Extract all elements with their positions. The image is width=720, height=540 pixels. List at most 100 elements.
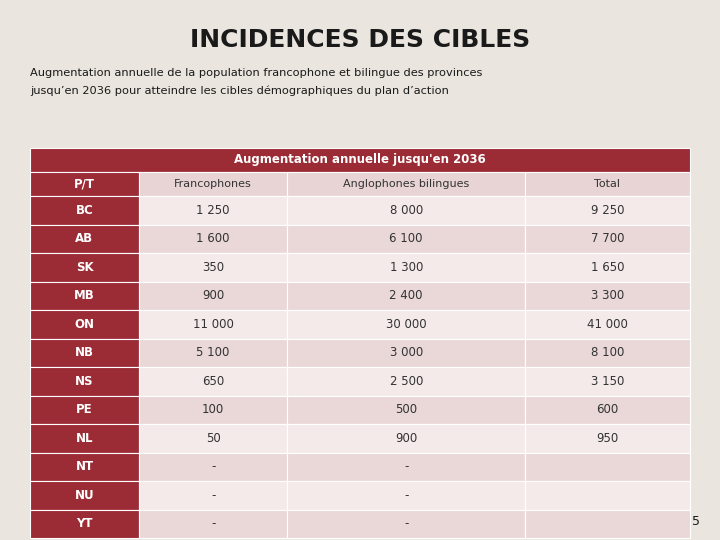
Bar xyxy=(139,481,287,510)
Bar xyxy=(139,339,287,367)
Bar xyxy=(525,339,690,367)
Bar xyxy=(139,424,287,453)
Bar xyxy=(287,172,525,196)
Bar xyxy=(139,253,287,281)
Text: 350: 350 xyxy=(202,261,224,274)
Text: AB: AB xyxy=(76,232,94,245)
Bar xyxy=(139,310,287,339)
Bar xyxy=(139,453,287,481)
Text: 3 300: 3 300 xyxy=(591,289,624,302)
Bar xyxy=(30,310,139,339)
Bar xyxy=(30,424,139,453)
Text: 5: 5 xyxy=(692,515,700,528)
Bar xyxy=(287,339,525,367)
Text: 500: 500 xyxy=(395,403,418,416)
Text: 1 650: 1 650 xyxy=(590,261,624,274)
Bar xyxy=(30,339,139,367)
Text: MB: MB xyxy=(74,289,95,302)
Text: -: - xyxy=(211,489,215,502)
Bar xyxy=(287,281,525,310)
Bar xyxy=(30,253,139,281)
Bar xyxy=(139,225,287,253)
Bar xyxy=(30,481,139,510)
Text: 7 700: 7 700 xyxy=(590,232,624,245)
Bar xyxy=(287,510,525,538)
Bar xyxy=(525,481,690,510)
Bar xyxy=(30,196,139,225)
Bar xyxy=(139,395,287,424)
Text: NT: NT xyxy=(76,460,94,473)
Bar xyxy=(139,196,287,225)
Bar xyxy=(525,510,690,538)
Text: NB: NB xyxy=(75,346,94,359)
Bar xyxy=(525,172,690,196)
Text: 100: 100 xyxy=(202,403,224,416)
Text: NU: NU xyxy=(75,489,94,502)
Bar xyxy=(525,310,690,339)
Text: P/T: P/T xyxy=(74,178,95,191)
Text: jusqu’en 2036 pour atteindre les cibles démographiques du plan d’action: jusqu’en 2036 pour atteindre les cibles … xyxy=(30,86,449,97)
Bar xyxy=(287,310,525,339)
Bar xyxy=(287,253,525,281)
Text: 650: 650 xyxy=(202,375,224,388)
Bar xyxy=(139,172,287,196)
Text: 11 000: 11 000 xyxy=(193,318,233,330)
Text: -: - xyxy=(211,460,215,473)
Text: Augmentation annuelle jusqu'en 2036: Augmentation annuelle jusqu'en 2036 xyxy=(234,153,486,166)
Text: 9 250: 9 250 xyxy=(590,204,624,217)
Text: -: - xyxy=(404,517,408,530)
Bar xyxy=(30,510,139,538)
Text: 5 100: 5 100 xyxy=(197,346,230,359)
Text: NL: NL xyxy=(76,432,93,445)
Text: SK: SK xyxy=(76,261,94,274)
Bar xyxy=(525,253,690,281)
Bar xyxy=(139,281,287,310)
Bar xyxy=(525,196,690,225)
Bar xyxy=(287,196,525,225)
Bar xyxy=(287,225,525,253)
Text: INCIDENCES DES CIBLES: INCIDENCES DES CIBLES xyxy=(190,28,530,52)
Text: 6 100: 6 100 xyxy=(390,232,423,245)
Bar xyxy=(30,395,139,424)
Text: -: - xyxy=(404,489,408,502)
Text: 1 300: 1 300 xyxy=(390,261,423,274)
Text: 8 000: 8 000 xyxy=(390,204,423,217)
Text: Augmentation annuelle de la population francophone et bilingue des provinces: Augmentation annuelle de la population f… xyxy=(30,68,482,78)
Text: 50: 50 xyxy=(206,432,220,445)
Text: 950: 950 xyxy=(596,432,618,445)
Bar xyxy=(525,281,690,310)
Bar xyxy=(525,424,690,453)
Text: 1 600: 1 600 xyxy=(197,232,230,245)
Bar xyxy=(287,395,525,424)
Text: 41 000: 41 000 xyxy=(587,318,628,330)
Bar xyxy=(30,281,139,310)
Text: 3 150: 3 150 xyxy=(591,375,624,388)
Text: 600: 600 xyxy=(596,403,618,416)
Bar xyxy=(30,367,139,395)
Text: -: - xyxy=(404,460,408,473)
Bar xyxy=(287,424,525,453)
Text: ON: ON xyxy=(74,318,94,330)
Text: Anglophones bilingues: Anglophones bilingues xyxy=(343,179,469,189)
Text: 2 500: 2 500 xyxy=(390,375,423,388)
Text: 8 100: 8 100 xyxy=(591,346,624,359)
Bar xyxy=(525,395,690,424)
Text: Francophones: Francophones xyxy=(174,179,252,189)
Bar xyxy=(525,453,690,481)
Text: 900: 900 xyxy=(395,432,418,445)
Bar xyxy=(30,453,139,481)
Bar xyxy=(30,148,690,172)
Text: PE: PE xyxy=(76,403,93,416)
Bar xyxy=(525,225,690,253)
Bar xyxy=(139,510,287,538)
Bar xyxy=(30,172,139,196)
Text: BC: BC xyxy=(76,204,94,217)
Text: YT: YT xyxy=(76,517,93,530)
Text: 30 000: 30 000 xyxy=(386,318,426,330)
Text: NS: NS xyxy=(75,375,94,388)
Bar xyxy=(139,367,287,395)
Bar xyxy=(287,367,525,395)
Text: 3 000: 3 000 xyxy=(390,346,423,359)
Bar xyxy=(525,367,690,395)
Bar xyxy=(287,453,525,481)
